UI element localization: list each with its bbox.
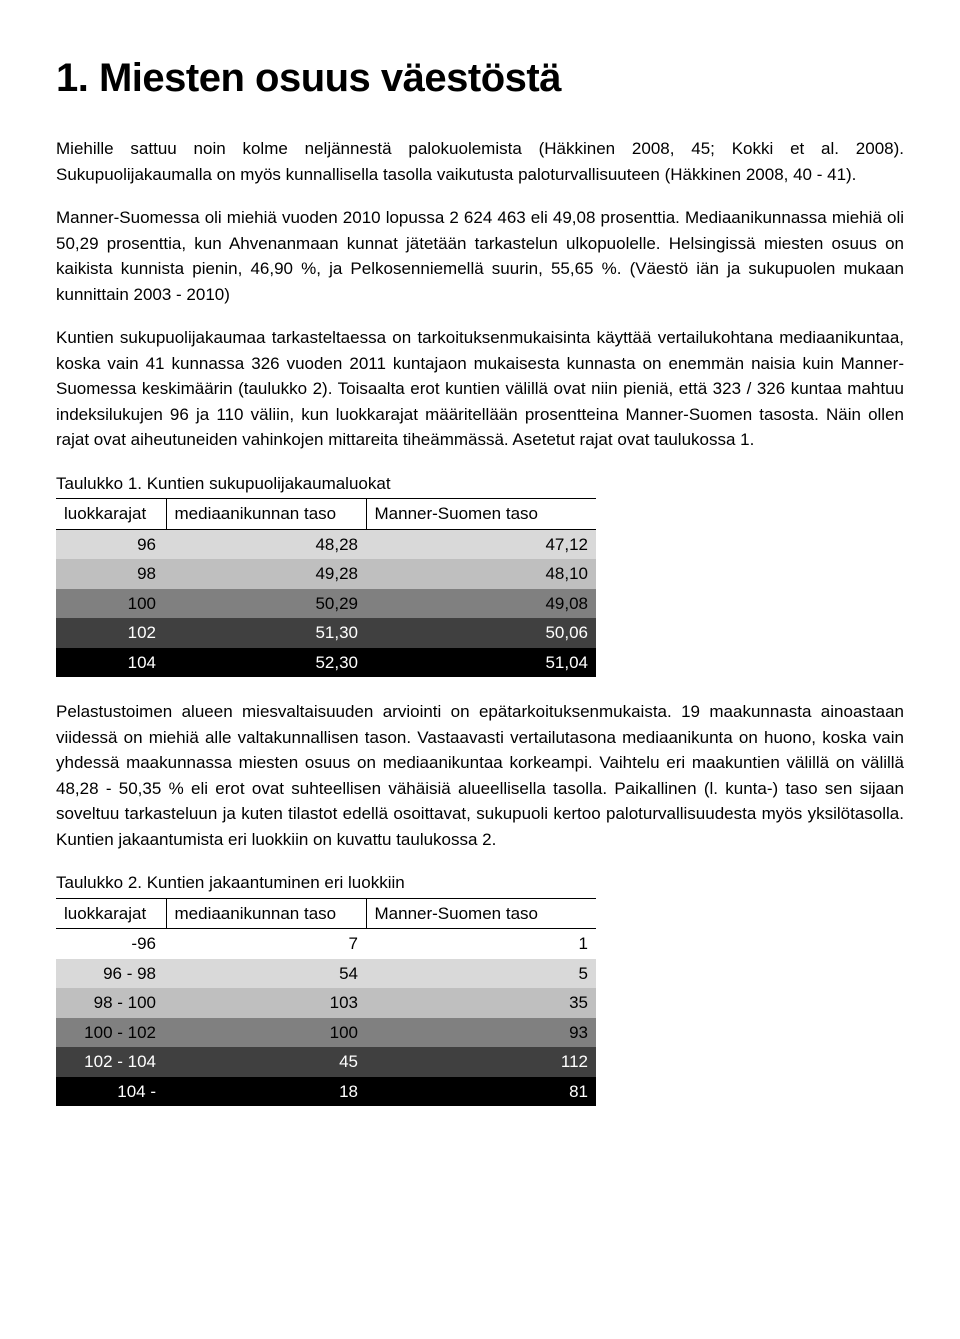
- table-cell: 112: [366, 1047, 596, 1077]
- table-row: 9648,2847,12: [56, 529, 596, 559]
- table-cell: 45: [166, 1047, 366, 1077]
- paragraph-1: Miehille sattuu noin kolme neljännestä p…: [56, 136, 904, 187]
- table-cell: 48,10: [366, 559, 596, 589]
- table-cell: -96: [56, 929, 166, 959]
- table-1: luokkarajat mediaanikunnan taso Manner-S…: [56, 498, 596, 677]
- table-cell: 103: [166, 988, 366, 1018]
- table-row: 9849,2848,10: [56, 559, 596, 589]
- table-col-header: luokkarajat: [56, 898, 166, 929]
- table-cell: 49,28: [166, 559, 366, 589]
- table-2: luokkarajat mediaanikunnan taso Manner-S…: [56, 898, 596, 1107]
- table-cell: 48,28: [166, 529, 366, 559]
- table-cell: 49,08: [366, 589, 596, 619]
- table-cell: 100: [56, 589, 166, 619]
- table-cell: 96: [56, 529, 166, 559]
- table-row: 104 -1881: [56, 1077, 596, 1107]
- table-row: 100 - 10210093: [56, 1018, 596, 1048]
- table-cell: 93: [366, 1018, 596, 1048]
- page-title: 1. Miesten osuus väestöstä: [56, 48, 904, 108]
- table-header-row: luokkarajat mediaanikunnan taso Manner-S…: [56, 499, 596, 530]
- table-col-header: luokkarajat: [56, 499, 166, 530]
- table-cell: 102 - 104: [56, 1047, 166, 1077]
- table-row: -9671: [56, 929, 596, 959]
- table-row: 102 - 10445112: [56, 1047, 596, 1077]
- table-cell: 50,06: [366, 618, 596, 648]
- table-cell: 98: [56, 559, 166, 589]
- table-cell: 96 - 98: [56, 959, 166, 989]
- table-cell: 51,04: [366, 648, 596, 678]
- table-cell: 35: [366, 988, 596, 1018]
- table-col-header: mediaanikunnan taso: [166, 499, 366, 530]
- table-cell: 104: [56, 648, 166, 678]
- table-cell: 54: [166, 959, 366, 989]
- table-col-header: Manner-Suomen taso: [366, 898, 596, 929]
- table2-caption: Taulukko 2. Kuntien jakaantuminen eri lu…: [56, 870, 904, 896]
- table-cell: 47,12: [366, 529, 596, 559]
- table-cell: 100: [166, 1018, 366, 1048]
- table-row: 10452,3051,04: [56, 648, 596, 678]
- table-cell: 5: [366, 959, 596, 989]
- table-cell: 1: [366, 929, 596, 959]
- table-cell: 81: [366, 1077, 596, 1107]
- table-cell: 52,30: [166, 648, 366, 678]
- paragraph-4: Pelastustoimen alueen miesvaltaisuuden a…: [56, 699, 904, 852]
- table-row: 10050,2949,08: [56, 589, 596, 619]
- table1-caption: Taulukko 1. Kuntien sukupuolijakaumaluok…: [56, 471, 904, 497]
- table-col-header: mediaanikunnan taso: [166, 898, 366, 929]
- table-cell: 18: [166, 1077, 366, 1107]
- table-cell: 98 - 100: [56, 988, 166, 1018]
- paragraph-2: Manner-Suomessa oli miehiä vuoden 2010 l…: [56, 205, 904, 307]
- table-cell: 51,30: [166, 618, 366, 648]
- paragraph-3: Kuntien sukupuolijakaumaa tarkasteltaess…: [56, 325, 904, 453]
- table-row: 98 - 10010335: [56, 988, 596, 1018]
- table-cell: 7: [166, 929, 366, 959]
- table-cell: 102: [56, 618, 166, 648]
- table-cell: 104 -: [56, 1077, 166, 1107]
- table-cell: 100 - 102: [56, 1018, 166, 1048]
- table-cell: 50,29: [166, 589, 366, 619]
- table-row: 10251,3050,06: [56, 618, 596, 648]
- table-row: 96 - 98545: [56, 959, 596, 989]
- table-col-header: Manner-Suomen taso: [366, 499, 596, 530]
- table-header-row: luokkarajat mediaanikunnan taso Manner-S…: [56, 898, 596, 929]
